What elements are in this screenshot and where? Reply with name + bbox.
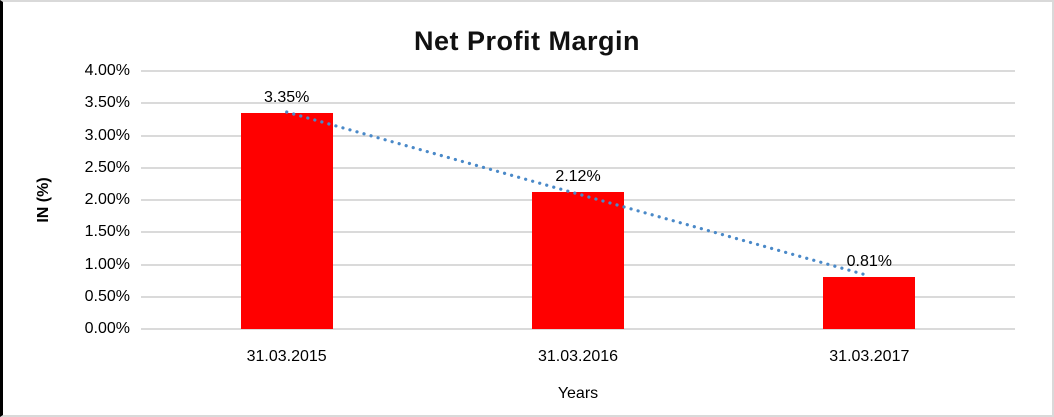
y-tick-label: 2.00% [84,191,130,208]
x-tick-label: 31.03.2015 [246,348,327,365]
y-tick-label: 3.00% [84,126,130,144]
x-tick-label: 31.03.2016 [537,348,619,365]
gridline [141,102,1015,105]
x-axis-title: Years [557,385,599,402]
y-tick-label: 0.00% [84,320,130,337]
x-tick-label: 31.03.2017 [829,348,910,365]
gridline [141,70,1015,72]
y-tick-label: 4.00% [84,62,130,79]
y-tick-label: 2.50% [84,158,130,176]
bar-value-label: 2.12% [555,168,601,186]
y-tick-label: 3.50% [84,94,130,112]
bar-value-label: 0.81% [846,252,893,270]
bar [532,192,624,329]
bar-value-label: 3.35% [263,88,310,106]
gridline [141,328,1015,330]
bar [823,276,916,329]
bar [240,112,333,329]
y-tick-label: 1.50% [84,223,130,241]
y-tick-label: 0.50% [84,287,130,305]
chart-title: Net Profit Margin [413,26,640,56]
y-tick-label: 1.00% [84,255,130,273]
